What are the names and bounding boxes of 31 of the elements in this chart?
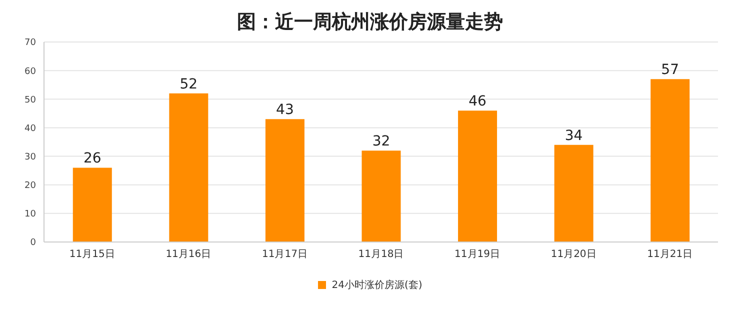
- bar: [554, 144, 594, 242]
- bar: [650, 79, 690, 242]
- data-label: 57: [661, 62, 680, 78]
- y-tick-label: 70: [24, 38, 36, 48]
- data-label: 32: [372, 134, 390, 150]
- x-tick-label: 11月21日: [647, 249, 693, 260]
- legend-label: 24小时涨价房源(套): [332, 278, 422, 292]
- y-tick-label: 30: [24, 152, 36, 162]
- data-label: 46: [468, 94, 487, 110]
- x-tick-label: 11月18日: [358, 249, 404, 260]
- y-tick-label: 20: [24, 181, 36, 192]
- bar: [72, 168, 112, 242]
- data-label: 52: [180, 76, 198, 92]
- y-tick-label: 0: [30, 238, 36, 248]
- y-tick-label: 40: [24, 124, 36, 134]
- x-tick-label: 11月19日: [454, 249, 500, 260]
- chart-title: 图：近一周杭州涨价房源量走势: [236, 10, 504, 35]
- bar: [169, 93, 208, 242]
- x-tick-label: 11月20日: [550, 249, 596, 260]
- bar: [265, 119, 304, 242]
- x-tick-label: 11月16日: [166, 249, 212, 260]
- x-tick-label: 11月15日: [69, 249, 115, 260]
- data-label: 34: [564, 128, 583, 144]
- y-tick-label: 10: [24, 210, 36, 220]
- data-label: 43: [276, 102, 294, 118]
- data-label: 26: [83, 150, 102, 167]
- bar: [458, 110, 498, 242]
- y-tick-label: 50: [24, 95, 36, 106]
- y-tick-label: 60: [24, 66, 36, 77]
- bar: [362, 150, 401, 242]
- x-tick-label: 11月17日: [262, 249, 308, 260]
